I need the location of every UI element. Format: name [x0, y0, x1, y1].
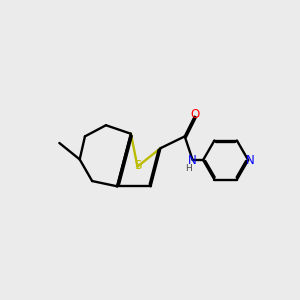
Text: N: N: [246, 154, 255, 166]
Text: H: H: [185, 164, 192, 172]
Text: O: O: [190, 108, 199, 121]
Text: N: N: [188, 154, 197, 166]
Text: S: S: [134, 160, 142, 172]
